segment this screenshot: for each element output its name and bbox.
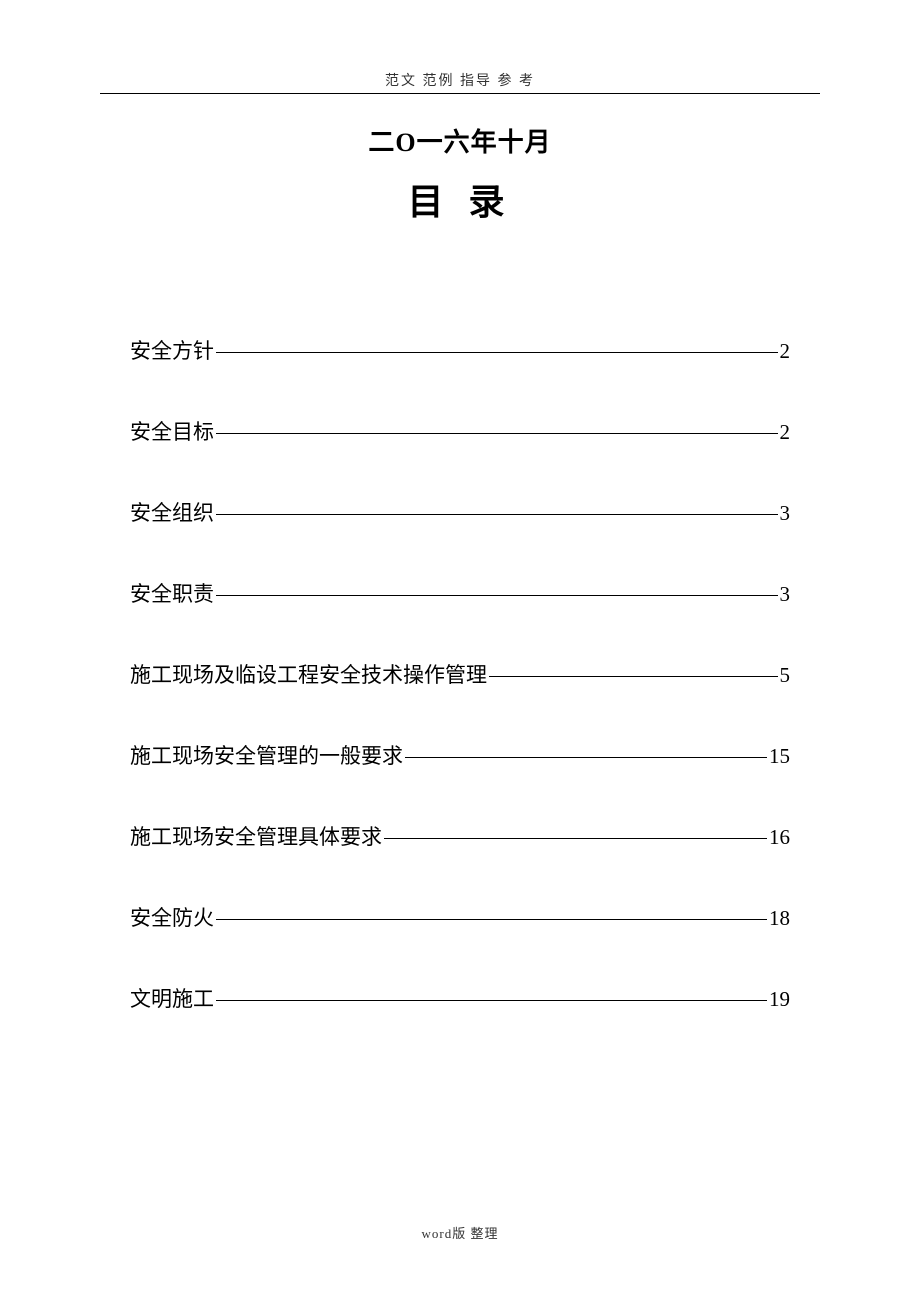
toc-page: 3 <box>780 582 791 607</box>
toc-leader <box>216 595 778 596</box>
toc-label: 安全职责 <box>130 578 214 608</box>
toc-label: 施工现场及临设工程安全技术操作管理 <box>130 659 487 689</box>
date-title: 二O一六年十月 <box>100 122 820 159</box>
toc-item: 安全组织 3 <box>130 497 790 527</box>
toc-item: 安全方针 2 <box>130 335 790 365</box>
toc-label: 施工现场安全管理具体要求 <box>130 821 382 851</box>
toc-label: 安全方针 <box>130 335 214 365</box>
toc-leader <box>384 838 767 839</box>
toc-page: 19 <box>769 987 790 1012</box>
toc-page: 18 <box>769 906 790 931</box>
toc-item: 文明施工 19 <box>130 983 790 1013</box>
toc-page: 3 <box>780 501 791 526</box>
header-underline <box>100 93 820 94</box>
page-footer: word版 整理 <box>0 1223 920 1242</box>
toc-item: 施工现场及临设工程安全技术操作管理 5 <box>130 659 790 689</box>
toc-label: 施工现场安全管理的一般要求 <box>130 740 403 770</box>
toc-page: 2 <box>780 339 791 364</box>
toc-label: 文明施工 <box>130 983 214 1013</box>
toc-item: 安全防火 18 <box>130 902 790 932</box>
toc-item: 安全目标 2 <box>130 416 790 446</box>
toc-label: 安全防火 <box>130 902 214 932</box>
toc-leader <box>216 433 778 434</box>
toc-list: 安全方针 2 安全目标 2 安全组织 3 安全职责 3 施工现场及临设工程安全技… <box>100 335 820 1013</box>
toc-label: 安全目标 <box>130 416 214 446</box>
toc-page: 5 <box>780 663 791 688</box>
toc-leader <box>216 514 778 515</box>
toc-item: 施工现场安全管理具体要求 16 <box>130 821 790 851</box>
toc-title: 目 录 <box>100 173 820 225</box>
toc-leader <box>216 352 778 353</box>
page-header: 范文 范例 指导 参 考 <box>100 70 820 90</box>
toc-page: 15 <box>769 744 790 769</box>
toc-label: 安全组织 <box>130 497 214 527</box>
toc-page: 2 <box>780 420 791 445</box>
toc-leader <box>405 757 767 758</box>
toc-leader <box>489 676 778 677</box>
toc-leader <box>216 919 767 920</box>
toc-leader <box>216 1000 767 1001</box>
page-container: 范文 范例 指导 参 考 二O一六年十月 目 录 安全方针 2 安全目标 2 安… <box>0 0 920 1302</box>
toc-item: 施工现场安全管理的一般要求 15 <box>130 740 790 770</box>
toc-page: 16 <box>769 825 790 850</box>
toc-item: 安全职责 3 <box>130 578 790 608</box>
